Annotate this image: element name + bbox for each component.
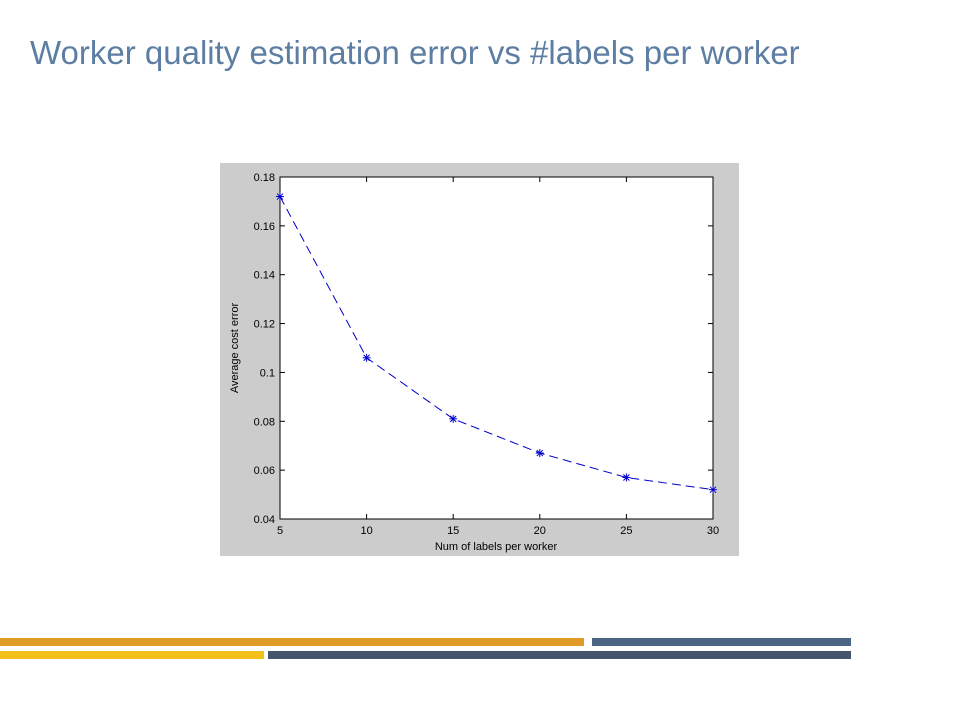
series-layer (276, 192, 717, 494)
x-tick-label: 25 (620, 525, 632, 537)
data-point-marker (449, 414, 458, 423)
slide-title: Worker quality estimation error vs #labe… (30, 34, 800, 71)
y-tick-label: 0.08 (254, 416, 275, 428)
y-tick-label: 0.12 (254, 319, 275, 331)
x-tick-label: 15 (447, 525, 459, 537)
y-axis-label: Average cost error (229, 303, 241, 394)
y-tick-label: 0.1 (260, 367, 275, 379)
line-chart: 5 10 15 20 25 30 0.04 0.06 0.08 0.1 0.12 0.14 0.16 0.… (229, 172, 720, 553)
axis-ticks: 5 10 15 20 25 30 0.04 0.06 0.08 0.1 0.12 0.14 0.16 0.… (254, 172, 720, 537)
data-point-marker (535, 449, 544, 458)
chart-figure: 5 10 15 20 25 30 0.04 0.06 0.08 0.1 0.12 0.14 0.16 0.… (220, 163, 739, 556)
accent-bar-yellow (0, 651, 264, 659)
accent-bar-slate-top (592, 638, 851, 646)
x-tick-label: 20 (534, 525, 546, 537)
y-tick-label: 0.14 (254, 270, 275, 282)
accent-bar-orange (0, 638, 584, 646)
x-tick-label: 30 (707, 525, 719, 537)
y-tick-label: 0.18 (254, 172, 275, 184)
data-point-marker (709, 485, 717, 494)
y-tick-label: 0.04 (254, 514, 275, 526)
x-tick-label: 10 (360, 525, 372, 537)
data-point-marker (276, 192, 284, 201)
plot-area (279, 176, 714, 520)
y-tick-label: 0.06 (254, 465, 275, 477)
accent-bar-slate-bottom (268, 651, 851, 659)
data-point-marker (622, 473, 631, 482)
x-tick-label: 5 (277, 525, 283, 537)
y-tick-label: 0.16 (254, 221, 275, 233)
data-point-marker (362, 353, 371, 362)
x-axis-label: Num of labels per worker (435, 541, 558, 553)
